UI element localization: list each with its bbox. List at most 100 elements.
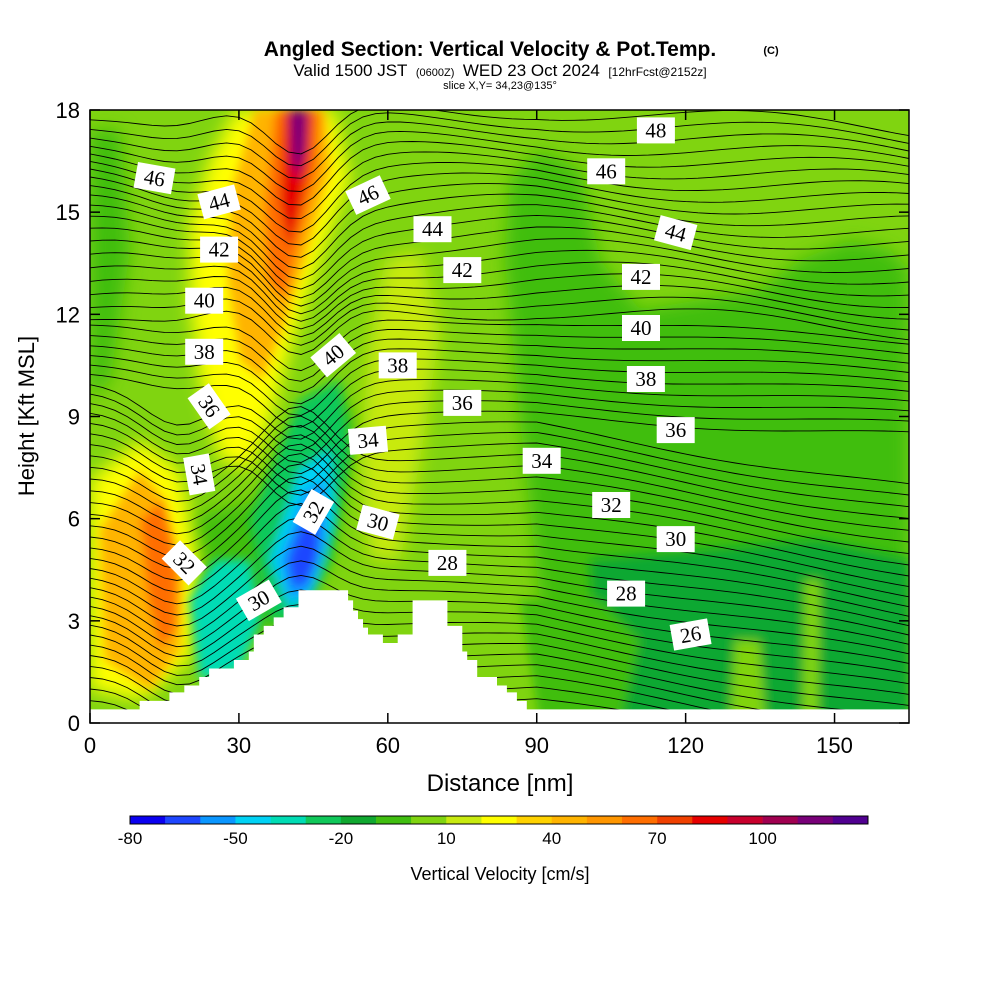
- theta-label: 34: [522, 447, 561, 474]
- colorbar-tick-label: 10: [437, 829, 456, 848]
- theta-label: 42: [200, 236, 239, 263]
- theta-label: 28: [607, 580, 646, 607]
- theta-isentrope: [90, 296, 909, 346]
- theta-label-text: 34: [531, 449, 553, 473]
- theta-label: 36: [187, 383, 231, 430]
- theta-isentrope: [90, 285, 909, 338]
- y-tick-label: 18: [56, 98, 80, 123]
- colorbar-swatch: [270, 816, 307, 824]
- theta-label-box: [653, 215, 698, 251]
- theta-label-text: 32: [601, 493, 622, 517]
- colorbar-swatch: [130, 816, 166, 824]
- theta-label-box: [622, 263, 660, 290]
- theta-isentrope: [90, 574, 909, 664]
- theta-label: 36: [443, 389, 482, 416]
- colorbar-swatch: [235, 816, 271, 824]
- theta-label-text: 38: [387, 353, 408, 377]
- theta-label-text: 46: [596, 159, 617, 183]
- theta-label: 40: [622, 315, 660, 341]
- y-axis-label: Height [Kft MSL]: [14, 336, 39, 496]
- y-tick-label: 15: [56, 200, 80, 225]
- theta-label: 46: [587, 158, 626, 185]
- chart-subtitle: Valid 1500 JST (0600Z) WED 23 Oct 2024 […: [293, 61, 706, 80]
- theta-isentrope: [90, 453, 909, 577]
- theta-label: 38: [378, 352, 417, 379]
- y-tick-label: 9: [68, 405, 80, 430]
- theta-isentrope: [90, 421, 909, 486]
- colorbar-tick-label: -50: [223, 829, 248, 848]
- theta-isentrope: [90, 516, 909, 627]
- colorbar-swatch: [622, 816, 658, 824]
- chart-title: Angled Section: Vertical Velocity & Pot.…: [264, 38, 716, 61]
- x-axis: 0 30 60 90 120 150: [84, 110, 853, 758]
- colorbar-swatch: [481, 816, 517, 824]
- theta-isentrope: [90, 631, 909, 706]
- theta-isentrope: [90, 560, 909, 655]
- colorbar-tick-label: -80: [118, 829, 143, 848]
- colorbar-swatch: [446, 816, 482, 824]
- theta-isentrope: [90, 589, 909, 674]
- theta-isentrope: [90, 379, 909, 440]
- theta-label-text: 38: [635, 367, 656, 391]
- theta-label: 36: [656, 417, 695, 444]
- theta-label-text: 36: [665, 418, 686, 442]
- theta-label-text: 34: [186, 462, 213, 487]
- colorbar-swatch: [551, 816, 588, 824]
- theta-label-text: 28: [437, 551, 458, 575]
- theta-isentrope: [90, 110, 909, 155]
- theta-label: 48: [636, 117, 675, 144]
- y-tick-label: 6: [68, 507, 80, 532]
- theta-isentrope: [90, 603, 909, 685]
- colorbar-swatch: [411, 816, 447, 824]
- theta-label-box: [443, 389, 482, 416]
- subtitle-date: WED 23 Oct 2024: [463, 61, 600, 80]
- colorbar-tick-label: 100: [748, 829, 776, 848]
- theta-label-box: [185, 287, 224, 314]
- theta-isentrope: [90, 121, 909, 179]
- theta-isentrope: [90, 442, 909, 508]
- theta-label: 26: [669, 618, 712, 651]
- colorbar-frame: [129, 815, 869, 825]
- theta-label: 30: [356, 504, 400, 540]
- theta-label-box: [200, 236, 239, 263]
- theta-contour-labels: 4644424038363432303240464438343028423634…: [133, 117, 712, 651]
- theta-label-box: [356, 504, 400, 540]
- theta-isentrope: [90, 406, 909, 519]
- theta-label-text: 26: [678, 621, 703, 648]
- theta-label-box: [133, 161, 176, 195]
- theta-isentrope: [90, 273, 909, 330]
- theta-isentrope: [90, 400, 909, 463]
- colorbar-swatch: [692, 816, 728, 824]
- theta-label-box: [183, 453, 216, 496]
- theta-label-box: [185, 338, 224, 365]
- theta-isentrope: [90, 389, 909, 452]
- theta-label-box: [347, 425, 389, 455]
- y-tick-label: 12: [56, 302, 80, 327]
- slice-note: slice X,Y= 34,23@135°: [443, 80, 557, 92]
- theta-label-box: [443, 257, 482, 284]
- plot-area: 4644424038363432303240464438343028423634…: [90, 110, 909, 723]
- colorbar-swatch: [762, 816, 799, 824]
- y-tick-label: 3: [68, 609, 80, 634]
- theta-label: 32: [592, 492, 631, 518]
- theta-label: 34: [347, 425, 389, 455]
- theta-isentrope: [90, 415, 909, 531]
- x-tick-label: 150: [816, 733, 853, 758]
- theta-label-box: [378, 352, 417, 379]
- theta-isentrope: [90, 463, 909, 588]
- theta-label-text: 40: [194, 289, 215, 313]
- colorbar-tick-label: 40: [542, 829, 561, 848]
- theta-label-text: 48: [645, 118, 666, 142]
- theta-isentrope: [90, 425, 909, 543]
- theta-label: 38: [626, 366, 665, 392]
- theta-isentrope: [90, 130, 909, 192]
- theta-isentrope: [90, 329, 909, 382]
- theta-isentrope: [90, 434, 909, 555]
- theta-isentrope: [90, 319, 909, 372]
- theta-label-box: [626, 366, 665, 392]
- subtitle-zulu: (0600Z): [416, 67, 455, 79]
- theta-label-box: [522, 447, 561, 474]
- colorbar-swatch: [797, 816, 834, 824]
- colorbar-swatch: [340, 816, 377, 824]
